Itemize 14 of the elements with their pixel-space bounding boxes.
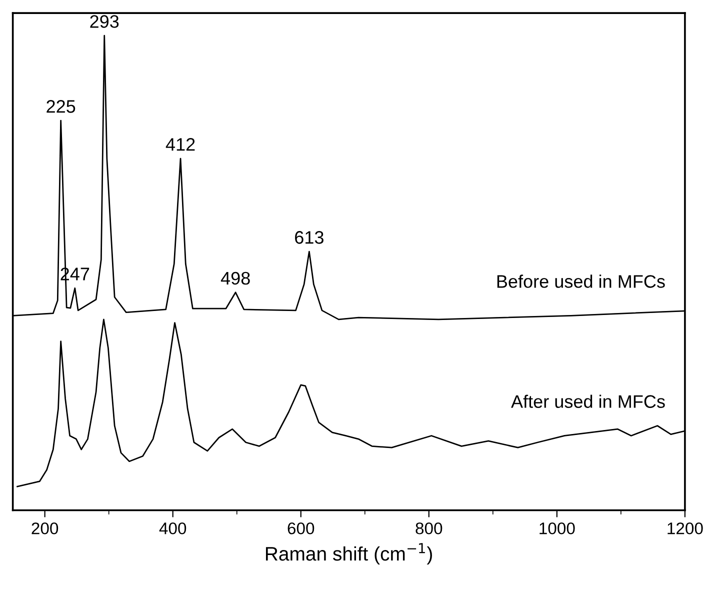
annotation: 498: [220, 272, 250, 285]
x-tick-label: 600: [288, 522, 314, 534]
series-label: After used in MFCs: [511, 394, 665, 408]
x-tick-label: 200: [32, 522, 58, 534]
annotation: 225: [46, 100, 76, 113]
x-tick-label: 400: [159, 522, 186, 534]
series-label: Before used in MFCs: [497, 274, 665, 288]
annotation: 293: [90, 15, 119, 28]
annotation: 613: [295, 231, 324, 244]
x-tick-label: 1200: [668, 522, 703, 534]
x-axis-title: Raman shift (cm$^{−1}$): [266, 543, 432, 565]
x-tick-label: 800: [416, 522, 442, 534]
x-tick-label: 1000: [540, 522, 575, 534]
annotation: 412: [166, 138, 195, 151]
